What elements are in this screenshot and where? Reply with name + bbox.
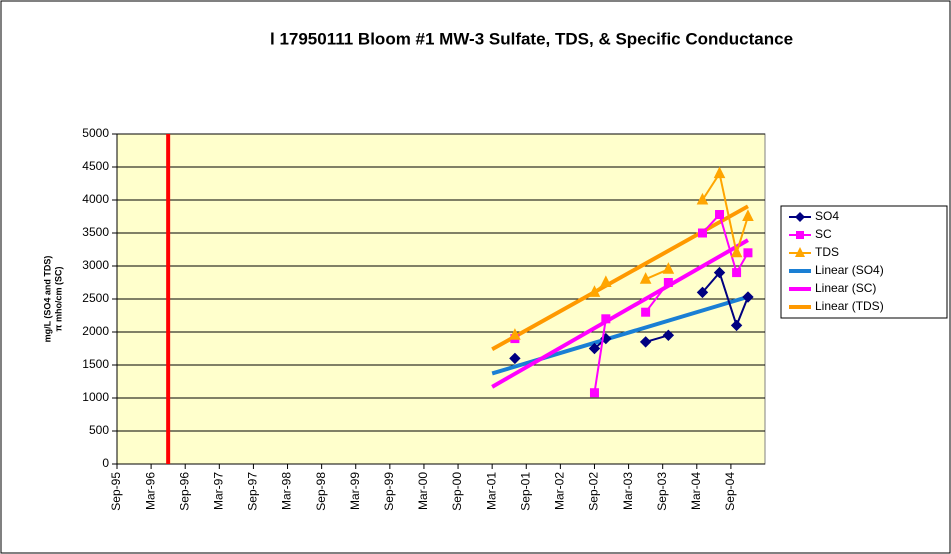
x-tick-label: Mar-98 (280, 472, 294, 510)
x-tick-label: Sep-03 (655, 472, 669, 511)
legend-label: SC (815, 227, 832, 241)
marker (509, 352, 521, 365)
marker (588, 342, 601, 355)
y-tick-label: 2000 (82, 324, 109, 338)
legend-marker (795, 212, 805, 222)
y-tick-label: 1000 (82, 390, 109, 404)
marker (743, 248, 753, 258)
marker (639, 336, 652, 348)
chart-title: l 17950111 Bloom #1 MW-3 Sulfate, TDS, &… (270, 29, 793, 48)
y-axis-label-line: mg/L (SO4 and TDS) (42, 256, 52, 343)
x-tick-label: Sep-99 (382, 472, 396, 511)
marker (696, 192, 709, 205)
marker (641, 307, 651, 317)
legend-label: Linear (TDS) (815, 299, 884, 313)
x-tick-label: Mar-02 (553, 472, 567, 510)
marker (742, 209, 754, 221)
marker (589, 388, 599, 398)
marker (663, 278, 673, 287)
legend-label: SO4 (815, 209, 839, 223)
marker (696, 286, 709, 299)
y-tick-label: 500 (89, 423, 109, 437)
x-tick-label: Mar-00 (416, 472, 430, 510)
y-tick-label: 4000 (82, 192, 109, 206)
y-tick-label: 0 (102, 456, 109, 470)
y-tick-label: 5000 (82, 126, 109, 140)
y-axis-label-line: π mho/cm (SC) (53, 267, 63, 332)
series-line (593, 212, 749, 393)
marker (600, 275, 612, 287)
marker (588, 285, 601, 297)
legend-marker (796, 231, 804, 239)
x-tick-label: Sep-01 (518, 472, 532, 511)
x-tick-label: Mar-04 (689, 472, 703, 510)
x-tick-label: Mar-97 (211, 472, 225, 510)
trend-line (491, 238, 749, 389)
marker (713, 266, 726, 279)
x-tick-label: Mar-99 (348, 472, 362, 510)
y-axis-label: mg/L (SO4 and TDS) π mho/cm (SC) (42, 256, 63, 343)
y-tick-label: 3000 (82, 258, 109, 272)
marker (742, 291, 754, 303)
marker (715, 210, 725, 220)
marker (662, 262, 675, 274)
y-tick-label: 3500 (82, 225, 109, 239)
x-tick-label: Sep-98 (314, 472, 328, 511)
x-tick-label: Mar-96 (143, 472, 157, 510)
y-tick-label: 1500 (82, 357, 109, 371)
legend-label: Linear (SC) (815, 281, 876, 295)
legend-marker (795, 247, 805, 257)
x-tick-label: Sep-97 (246, 472, 260, 511)
legend-box (780, 205, 948, 319)
marker (732, 268, 742, 278)
x-tick-label: Sep-96 (177, 472, 191, 511)
marker (601, 314, 611, 324)
marker (509, 328, 521, 340)
x-tick-label: Sep-95 (109, 472, 123, 511)
x-tick-label: Sep-02 (587, 472, 601, 511)
x-tick-label: Sep-00 (450, 472, 464, 511)
legend-label: TDS (815, 245, 839, 259)
legend-label: Linear (SO4) (815, 263, 884, 277)
marker (639, 272, 652, 284)
x-tick-label: Mar-03 (621, 472, 635, 510)
marker (730, 245, 743, 258)
x-tick-label: Mar-01 (484, 472, 498, 510)
y-tick-label: 4500 (82, 159, 109, 173)
x-tick-label: Sep-04 (723, 472, 737, 511)
marker (662, 329, 675, 342)
y-tick-label: 2500 (82, 291, 109, 305)
marker (713, 166, 726, 179)
marker (730, 319, 743, 332)
marker (697, 228, 707, 238)
